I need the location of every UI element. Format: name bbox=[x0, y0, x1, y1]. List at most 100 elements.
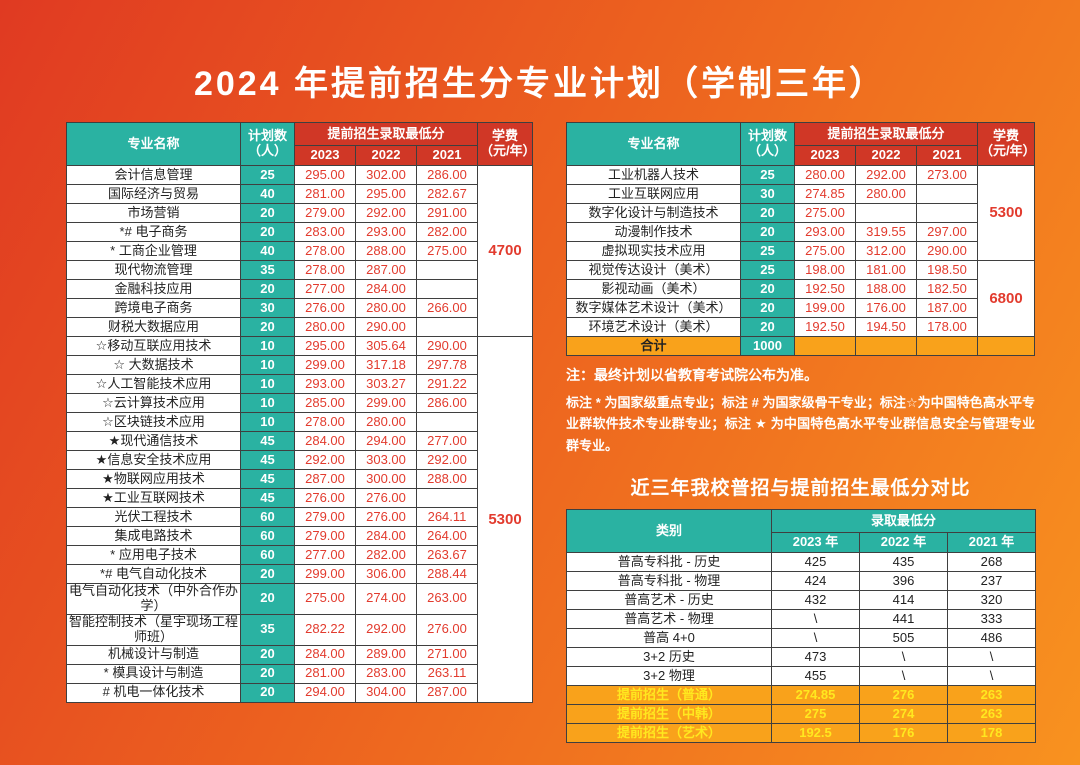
major-name-cell: * 应用电子技术 bbox=[66, 545, 241, 565]
plan-row: 市场营销 20 279.00 292.00 291.00 bbox=[66, 203, 533, 223]
score-cell: 284.00 bbox=[294, 644, 356, 665]
plan-row: 现代物流管理 35 278.00 287.00 bbox=[66, 260, 533, 280]
score-value-cell: 237 bbox=[946, 571, 1037, 592]
plan-count-cell: 35 bbox=[240, 260, 295, 280]
score-cell: 292.00 bbox=[855, 165, 917, 185]
score-cell: 280.00 bbox=[855, 184, 917, 204]
plan-count-cell: 20 bbox=[240, 564, 295, 584]
category-cell: 提前招生（艺术） bbox=[566, 723, 772, 744]
plan-count-cell: 25 bbox=[740, 165, 795, 185]
category-cell: 提前招生（普通） bbox=[566, 685, 772, 706]
compare-header-year-2022: 2022 年 bbox=[859, 532, 948, 554]
plan-count-cell: 60 bbox=[240, 507, 295, 527]
plan-count-cell: 10 bbox=[240, 374, 295, 394]
score-value-cell: 441 bbox=[859, 609, 948, 630]
score-cell: 274.00 bbox=[355, 583, 417, 615]
plan-count-cell: 20 bbox=[740, 317, 795, 337]
plan-row: 数字化设计与制造技术 20 275.00 bbox=[566, 203, 1035, 223]
score-value-cell: 333 bbox=[946, 609, 1037, 630]
major-name-cell: 工业机器人技术 bbox=[566, 165, 741, 185]
plan-count-cell: 20 bbox=[240, 663, 295, 684]
score-cell: 283.00 bbox=[355, 663, 417, 684]
score-cell bbox=[916, 203, 978, 223]
header-year-2023: 2023 bbox=[794, 145, 856, 166]
compare-row: 普高 4+0 \ 505 486 bbox=[566, 628, 1037, 649]
score-cell: 182.50 bbox=[916, 279, 978, 299]
score-cell: 271.00 bbox=[416, 644, 478, 665]
major-name-cell: 虚拟现实技术应用 bbox=[566, 241, 741, 261]
major-name-cell: ☆ 大数据技术 bbox=[66, 355, 241, 375]
plan-count-cell: 35 bbox=[240, 613, 295, 646]
total-label-cell: 合计 bbox=[566, 336, 741, 356]
plan-count-cell: 25 bbox=[240, 165, 295, 185]
score-cell: 181.00 bbox=[855, 260, 917, 280]
compare-header-category: 类别 bbox=[566, 509, 772, 554]
plan-count-cell: 20 bbox=[240, 682, 295, 703]
score-cell: 305.64 bbox=[355, 336, 417, 356]
plan-row: ★现代通信技术 45 284.00 294.00 277.00 bbox=[66, 431, 533, 451]
major-name-cell: 财税大数据应用 bbox=[66, 317, 241, 337]
score-cell: 287.00 bbox=[294, 469, 356, 489]
score-cell: 283.00 bbox=[294, 222, 356, 242]
score-value-cell: 424 bbox=[771, 571, 860, 592]
score-value-cell: 176 bbox=[859, 723, 948, 744]
score-cell: 277.00 bbox=[416, 431, 478, 451]
score-cell: 275.00 bbox=[416, 241, 478, 261]
plan-count-cell: 40 bbox=[240, 184, 295, 204]
plan-row: 机械设计与制造 20 284.00 289.00 271.00 bbox=[66, 644, 533, 665]
score-cell: 279.00 bbox=[294, 507, 356, 527]
plan-count-cell: 25 bbox=[740, 260, 795, 280]
plan-row: 视觉传达设计（美术） 25 198.00 181.00 198.50 6800 bbox=[566, 260, 1035, 337]
score-value-cell: \ bbox=[946, 647, 1037, 668]
score-cell: 294.00 bbox=[294, 682, 356, 703]
plan-count-cell: 45 bbox=[240, 469, 295, 489]
plan-count-cell: 20 bbox=[240, 583, 295, 615]
major-name-cell: ☆人工智能技术应用 bbox=[66, 374, 241, 394]
plan-row: ★工业互联网技术 45 276.00 276.00 bbox=[66, 488, 533, 508]
plan-row: 会计信息管理 25 295.00 302.00 286.00 4700 bbox=[66, 165, 533, 337]
major-name-cell: 工业互联网应用 bbox=[566, 184, 741, 204]
major-name-cell: 市场营销 bbox=[66, 203, 241, 223]
plan-count-cell: 20 bbox=[240, 279, 295, 299]
score-value-cell: 505 bbox=[859, 628, 948, 649]
header-major: 专业名称 bbox=[566, 122, 741, 166]
major-name-cell: 影视动画（美术） bbox=[566, 279, 741, 299]
plan-row: ☆ 大数据技术 10 299.00 317.18 297.78 bbox=[66, 355, 533, 375]
score-cell: 264.11 bbox=[416, 507, 478, 527]
tuition-cell: 4700 bbox=[477, 165, 533, 337]
score-cell: 292.00 bbox=[416, 450, 478, 470]
plan-count-cell: 20 bbox=[240, 317, 295, 337]
score-cell: 289.00 bbox=[355, 644, 417, 665]
score-cell: 295.00 bbox=[294, 336, 356, 356]
score-cell: 297.00 bbox=[916, 222, 978, 242]
major-name-cell: 视觉传达设计（美术） bbox=[566, 260, 741, 280]
score-cell: 299.00 bbox=[294, 564, 356, 584]
score-cell: 284.00 bbox=[355, 279, 417, 299]
total-empty-cell bbox=[916, 336, 978, 356]
score-value-cell: 178 bbox=[946, 723, 1037, 744]
score-cell: 292.00 bbox=[294, 450, 356, 470]
tuition-cell: 5300 bbox=[477, 336, 533, 703]
score-value-cell: 414 bbox=[859, 590, 948, 611]
score-cell: 266.00 bbox=[416, 298, 478, 318]
score-cell: 293.00 bbox=[355, 222, 417, 242]
score-cell: 286.00 bbox=[416, 393, 478, 413]
score-cell: 293.00 bbox=[294, 374, 356, 394]
score-cell: 288.00 bbox=[355, 241, 417, 261]
major-name-cell: 智能控制技术（星宇现场工程师班） bbox=[66, 613, 241, 646]
note-official: 注：最终计划以省教育考试院公布为准。 bbox=[566, 367, 818, 383]
score-cell: 295.00 bbox=[294, 165, 356, 185]
score-cell: 199.00 bbox=[794, 298, 856, 318]
plan-count-cell: 20 bbox=[240, 644, 295, 665]
major-name-cell: * 工商企业管理 bbox=[66, 241, 241, 261]
score-cell: 290.00 bbox=[416, 336, 478, 356]
plan-row: ★信息安全技术应用 45 292.00 303.00 292.00 bbox=[66, 450, 533, 470]
left-plan-section: 专业名称 计划数 （人） 提前招生录取最低分 学费 （元/年） 2023 202… bbox=[66, 122, 533, 703]
score-cell: 277.00 bbox=[294, 279, 356, 299]
score-cell: 282.22 bbox=[294, 613, 356, 646]
score-cell: 282.67 bbox=[416, 184, 478, 204]
plan-row: 数字媒体艺术设计（美术） 20 199.00 176.00 187.00 bbox=[566, 298, 1035, 318]
score-cell: 282.00 bbox=[355, 545, 417, 565]
score-cell: 284.00 bbox=[355, 526, 417, 546]
category-cell: 普高专科批 - 物理 bbox=[566, 571, 772, 592]
